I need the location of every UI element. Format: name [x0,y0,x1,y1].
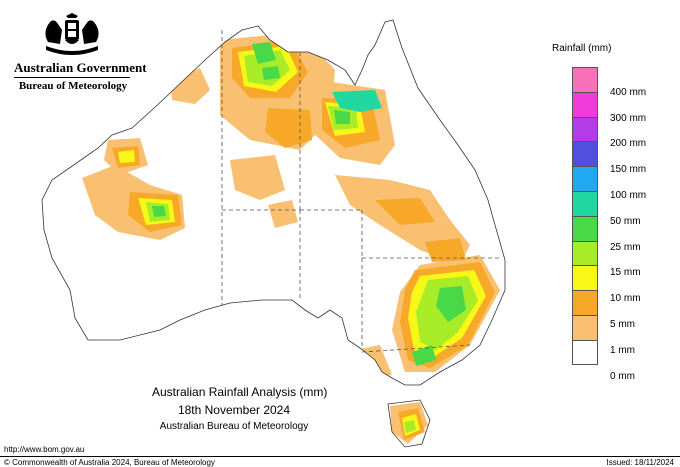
map-organisation: Australian Bureau of Meteorology [159,421,309,432]
map-title: Australian Rainfall Analysis (mm) [152,385,328,399]
legend-label: 300 mm [610,112,647,124]
legend-label: 10 mm [610,293,641,305]
legend-swatch [572,190,598,216]
legend-label: 5 mm [610,319,635,330]
coat-of-arms-icon [45,13,99,55]
legend-swatch [572,67,598,92]
legend-label: 1 mm [610,344,635,356]
rainfall-map [41,19,506,448]
map-date: 18th November 2024 [177,403,291,417]
legend-title: Rainfall (mm) [552,43,612,54]
legend-label: 150 mm [610,164,647,176]
legend-colorbar [572,67,600,365]
rainfall-50mm [332,90,382,112]
rainfall-25mm [152,42,466,366]
legend-swatch [572,141,598,167]
legend-label: 0 mm [610,370,635,382]
legend-swatch [572,116,598,142]
bureau-title: Bureau of Meteorology [18,80,128,92]
legend-label: 15 mm [610,267,641,279]
government-title: Australian Government [14,60,147,75]
state-borders [221,30,500,353]
legend-label: 50 mm [610,215,641,227]
legend-label: 200 mm [610,138,647,150]
website-url[interactable]: http://www.bom.gov.au [4,445,85,454]
legend-swatch [572,91,598,117]
legend-label: 25 mm [610,241,641,253]
legend-swatch [572,240,598,266]
legend-swatch [572,215,598,241]
footer-divider [0,456,680,457]
legend-swatch [572,265,598,291]
legend-swatch [572,290,598,315]
issued-date: Issued: 18/11/2024 [606,458,674,467]
legend-swatch [572,314,598,340]
copyright-notice: © Commonwealth of Australia 2024, Bureau… [4,458,215,467]
legend-label: 100 mm [610,190,647,201]
legend-label: 400 mm [610,86,647,98]
legend-swatch [572,339,598,365]
legend-swatch [572,166,598,191]
header-divider [14,77,130,78]
